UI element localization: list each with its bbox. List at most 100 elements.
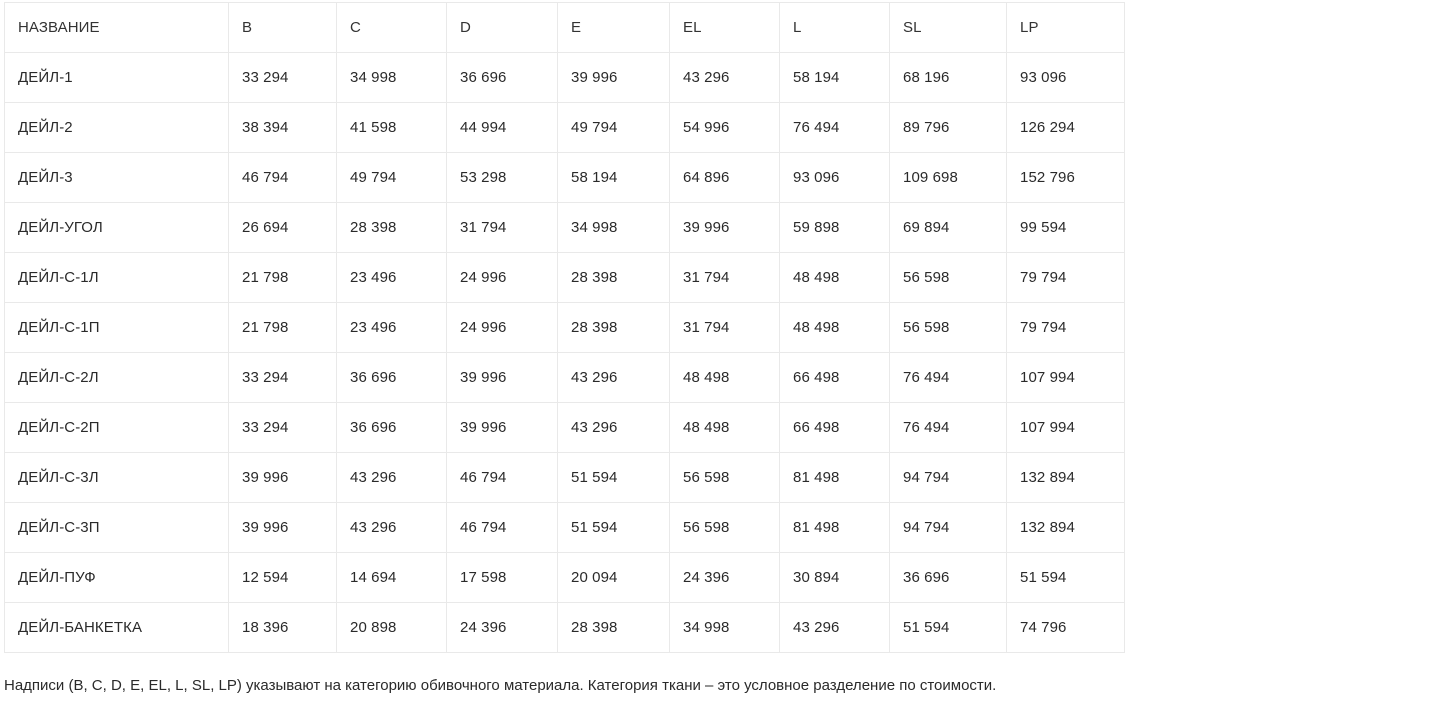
product-name-cell: ДЕЙЛ-ПУФ: [4, 552, 229, 603]
price-cell: 23 496: [336, 252, 447, 303]
price-cell: 24 996: [446, 302, 558, 353]
price-cell: 33 294: [228, 352, 337, 403]
price-cell: 66 498: [779, 402, 890, 453]
price-cell: 28 398: [557, 302, 670, 353]
price-cell: 126 294: [1006, 102, 1125, 153]
price-cell: 93 096: [779, 152, 890, 203]
price-table: НАЗВАНИЕ B C D E EL L SL LP ДЕЙЛ-1 33 294 34 998 36…: [4, 2, 1125, 653]
product-name-cell: ДЕЙЛ-С-2Л: [4, 352, 229, 403]
price-cell: 51 594: [557, 502, 670, 553]
price-cell: 53 298: [446, 152, 558, 203]
price-cell: 48 498: [669, 352, 780, 403]
price-cell: 68 196: [889, 52, 1007, 103]
price-cell: 51 594: [1006, 552, 1125, 603]
table-row: ДЕЙЛ-ПУФ 12 594 14 694 17 598 20 094 24 396 30…: [4, 552, 1125, 603]
price-cell: 39 996: [557, 52, 670, 103]
price-cell: 39 996: [669, 202, 780, 253]
price-cell: 18 396: [228, 602, 337, 653]
price-cell: 39 996: [228, 502, 337, 553]
price-cell: 51 594: [889, 602, 1007, 653]
price-cell: 24 396: [669, 552, 780, 603]
price-cell: 48 498: [779, 252, 890, 303]
price-cell: 39 996: [446, 402, 558, 453]
price-cell: 34 998: [557, 202, 670, 253]
price-cell: 81 498: [779, 502, 890, 553]
price-cell: 48 498: [779, 302, 890, 353]
table-row: ДЕЙЛ-3 46 794 49 794 53 298 58 194 64 896 93 0…: [4, 152, 1125, 203]
price-cell: 58 194: [779, 52, 890, 103]
price-cell: 56 598: [889, 302, 1007, 353]
price-cell: 46 794: [228, 152, 337, 203]
price-cell: 28 398: [336, 202, 447, 253]
table-row: ДЕЙЛ-УГОЛ 26 694 28 398 31 794 34 998 39 996 5…: [4, 202, 1125, 253]
table-row: ДЕЙЛ-С-2Л 33 294 36 696 39 996 43 296 48 498 6…: [4, 352, 1125, 403]
fabric-category-note: Надписи (B, C, D, E, EL, L, SL, LP) указ…: [4, 677, 997, 694]
price-cell: 94 794: [889, 452, 1007, 503]
price-cell: 34 998: [336, 52, 447, 103]
price-cell: 43 296: [336, 452, 447, 503]
product-name-cell: ДЕЙЛ-БАНКЕТКА: [4, 602, 229, 653]
price-cell: 51 594: [557, 452, 670, 503]
table-row: ДЕЙЛ-С-3П 39 996 43 296 46 794 51 594 56 598 8…: [4, 502, 1125, 553]
price-cell: 31 794: [669, 252, 780, 303]
product-name-cell: ДЕЙЛ-1: [4, 52, 229, 103]
price-cell: 43 296: [557, 402, 670, 453]
price-cell: 49 794: [336, 152, 447, 203]
price-cell: 74 796: [1006, 602, 1125, 653]
price-cell: 31 794: [669, 302, 780, 353]
table-row: ДЕЙЛ-С-3Л 39 996 43 296 46 794 51 594 56 598 8…: [4, 452, 1125, 503]
table-row: ДЕЙЛ-1 33 294 34 998 36 696 39 996 43 296 58 1…: [4, 52, 1125, 103]
price-cell: 107 994: [1006, 402, 1125, 453]
column-header-category: D: [446, 2, 558, 53]
price-cell: 76 494: [779, 102, 890, 153]
price-cell: 38 394: [228, 102, 337, 153]
price-cell: 46 794: [446, 502, 558, 553]
header-row: НАЗВАНИЕ B C D E EL L SL LP: [4, 2, 1125, 53]
price-cell: 36 696: [336, 402, 447, 453]
product-name-cell: ДЕЙЛ-С-3П: [4, 502, 229, 553]
price-cell: 46 794: [446, 452, 558, 503]
price-cell: 33 294: [228, 402, 337, 453]
price-cell: 30 894: [779, 552, 890, 603]
price-cell: 12 594: [228, 552, 337, 603]
price-cell: 24 996: [446, 252, 558, 303]
price-cell: 76 494: [889, 402, 1007, 453]
column-header-category: LP: [1006, 2, 1125, 53]
price-cell: 24 396: [446, 602, 558, 653]
price-cell: 14 694: [336, 552, 447, 603]
price-cell: 79 794: [1006, 252, 1125, 303]
product-name-cell: ДЕЙЛ-С-1Л: [4, 252, 229, 303]
price-cell: 28 398: [557, 252, 670, 303]
column-header-category: B: [228, 2, 337, 53]
price-cell: 20 094: [557, 552, 670, 603]
price-cell: 93 096: [1006, 52, 1125, 103]
price-cell: 20 898: [336, 602, 447, 653]
product-name-cell: ДЕЙЛ-2: [4, 102, 229, 153]
product-name-cell: ДЕЙЛ-УГОЛ: [4, 202, 229, 253]
table-row: ДЕЙЛ-С-1П 21 798 23 496 24 996 28 398 31 794 4…: [4, 302, 1125, 353]
price-cell: 56 598: [669, 452, 780, 503]
table-row: ДЕЙЛ-БАНКЕТКА 18 396 20 898 24 396 28 398 34 …: [4, 602, 1125, 653]
price-cell: 26 694: [228, 202, 337, 253]
price-cell: 132 894: [1006, 452, 1125, 503]
price-cell: 81 498: [779, 452, 890, 503]
price-cell: 99 594: [1006, 202, 1125, 253]
price-cell: 64 896: [669, 152, 780, 203]
price-cell: 17 598: [446, 552, 558, 603]
price-cell: 21 798: [228, 302, 337, 353]
price-cell: 79 794: [1006, 302, 1125, 353]
price-cell: 44 994: [446, 102, 558, 153]
price-cell: 66 498: [779, 352, 890, 403]
price-cell: 48 498: [669, 402, 780, 453]
price-cell: 54 996: [669, 102, 780, 153]
price-cell: 56 598: [669, 502, 780, 553]
price-cell: 28 398: [557, 602, 670, 653]
price-cell: 43 296: [779, 602, 890, 653]
column-header-category: C: [336, 2, 447, 53]
price-cell: 56 598: [889, 252, 1007, 303]
price-cell: 21 798: [228, 252, 337, 303]
price-cell: 69 894: [889, 202, 1007, 253]
product-name-cell: ДЕЙЛ-С-3Л: [4, 452, 229, 503]
column-header-category: EL: [669, 2, 780, 53]
price-cell: 33 294: [228, 52, 337, 103]
